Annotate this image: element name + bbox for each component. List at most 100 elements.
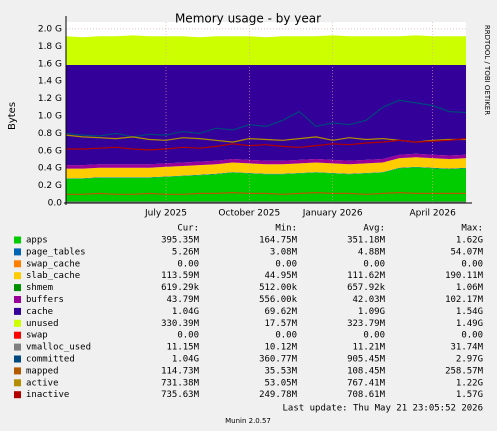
legend-stat: 619.29k [161, 283, 200, 293]
legend-swatch [14, 355, 21, 363]
legend-entry: page_tables [26, 247, 86, 257]
legend-stat: 10.12M [264, 343, 297, 353]
legend-swatch [14, 319, 21, 327]
legend-stat: 0.00 [363, 331, 385, 341]
legend-entry: active [26, 378, 59, 388]
legend-stat: 31.74M [450, 343, 483, 353]
legend-swatch [14, 284, 21, 292]
legend-entry: vmalloc_used [26, 343, 91, 353]
legend-stat: 114.73M [161, 366, 200, 376]
y-tick-label: 1.6 G [38, 59, 62, 69]
legend-stat: 11.21M [352, 343, 385, 353]
legend-stat: 556.00k [259, 295, 298, 305]
x-tick-label: July 2025 [144, 209, 187, 219]
legend-stat: 0.00 [461, 331, 483, 341]
legend-stat: 5.26M [172, 247, 200, 257]
legend-swatch [14, 367, 21, 375]
legend-entry: mapped [26, 366, 59, 376]
legend-stat: 0.00 [275, 331, 297, 341]
legend-stat: 731.38M [161, 378, 200, 388]
side-text: RRDTOOL / TOBI OETIKER [483, 25, 491, 115]
legend-swatch [14, 307, 21, 315]
last-update: Last update: Thu May 21 23:05:52 2026 [283, 404, 483, 414]
legend-stat: 1.57G [456, 390, 483, 400]
stack-area [66, 166, 466, 179]
legend-entry: apps [26, 236, 48, 246]
y-tick-label: 0.4 G [38, 164, 62, 174]
legend-swatch [14, 331, 21, 339]
legend-entry: shmem [26, 283, 53, 293]
legend-stat: 4.88M [358, 247, 386, 257]
legend-stat: 1.62G [456, 236, 483, 246]
legend-stat: 1.49G [456, 319, 483, 329]
legend-stat: 1.04G [172, 307, 199, 317]
legend-entry: slab_cache [26, 271, 80, 281]
stack-area [66, 65, 466, 166]
legend-header: Max: [461, 224, 483, 234]
y-tick-label: 0.6 G [38, 146, 62, 156]
legend-swatch [14, 379, 21, 387]
legend-stat: 108.45M [347, 366, 386, 376]
chart-title: Memory usage - by year [175, 12, 321, 26]
legend-stat: 69.62M [264, 307, 297, 317]
legend-stat: 0.00 [461, 259, 483, 269]
series-line [66, 191, 466, 195]
y-tick-label: 0.2 G [38, 181, 62, 191]
legend-stat: 767.41M [347, 378, 386, 388]
legend-swatch [14, 260, 21, 268]
legend-entry: buffers [26, 295, 64, 305]
series-line [66, 138, 467, 151]
legend-header: Avg: [363, 224, 385, 234]
legend-stat: 1.09G [358, 307, 385, 317]
legend-stat: 1.22G [456, 378, 483, 388]
legend-stat: 17.57M [264, 319, 297, 329]
legend-stat: 35.53M [264, 366, 297, 376]
y-tick-label: 1.2 G [38, 94, 62, 104]
legend-stat: 708.61M [347, 390, 386, 400]
legend-stat: 1.06M [456, 283, 484, 293]
legend-stat: 258.57M [445, 366, 484, 376]
legend-stat: 113.59M [161, 271, 200, 281]
stack-area [66, 153, 466, 169]
legend-swatch [14, 343, 21, 351]
legend-swatch [14, 391, 21, 399]
legend-stat: 330.39M [161, 319, 200, 329]
y-tick-label: 1.8 G [38, 42, 62, 52]
legend-stat: 0.00 [275, 259, 297, 269]
y-tick-label: 2.0 G [38, 24, 62, 34]
legend-stat: 0.00 [177, 331, 199, 341]
legend-stat: 11.15M [166, 343, 199, 353]
y-tick-label: 0.0 [48, 199, 63, 209]
legend-stat: 2.97G [456, 355, 483, 365]
legend-stat: 164.75M [259, 236, 298, 246]
legend-entry: inactive [26, 390, 69, 400]
legend-stat: 42.03M [352, 295, 385, 305]
y-tick-label: 1.4 G [38, 77, 62, 87]
legend-stat: 395.35M [161, 236, 200, 246]
x-tick-label: January 2026 [302, 209, 363, 219]
x-tick-label: October 2025 [218, 209, 280, 219]
legend-entry: swap_cache [26, 259, 80, 269]
legend-stat: 54.07M [450, 247, 483, 257]
legend-stat: 512.00k [259, 283, 298, 293]
legend-stat: 735.63M [161, 390, 200, 400]
legend-swatch [14, 248, 21, 256]
legend-stat: 44.95M [264, 271, 297, 281]
legend-stat: 351.18M [347, 236, 386, 246]
legend-stat: 190.11M [445, 271, 484, 281]
legend-swatch [14, 296, 21, 303]
legend-swatch [14, 236, 21, 244]
y-axis-label: Bytes [7, 102, 18, 130]
stack-area [66, 35, 466, 65]
legend-stat: 249.78M [259, 390, 298, 400]
y-tick-label: 1.0 G [38, 111, 62, 121]
y-tick-label: 0.8 G [38, 129, 62, 139]
legend-header: Cur: [177, 224, 199, 234]
legend-stat: 1.54G [456, 307, 483, 317]
legend-entry: cache [26, 307, 53, 317]
legend-stat: 360.77M [259, 355, 298, 365]
footer: Munin 2.0.57 [225, 417, 271, 425]
legend-swatch [14, 272, 21, 280]
legend-stat: 43.79M [166, 295, 199, 305]
